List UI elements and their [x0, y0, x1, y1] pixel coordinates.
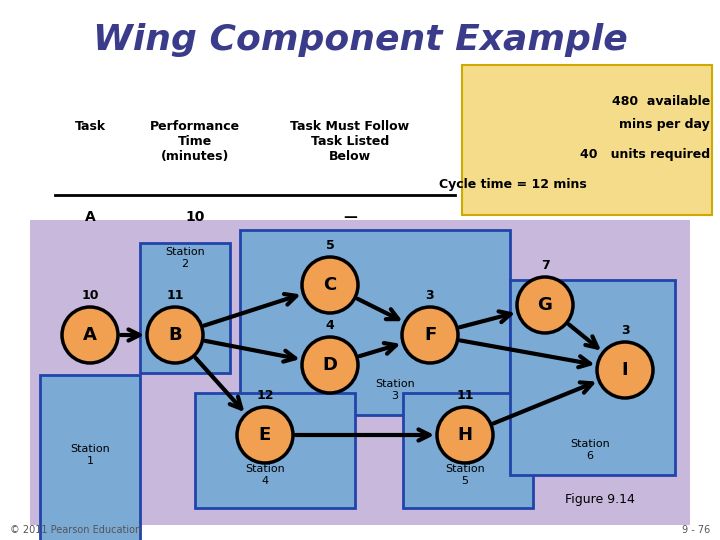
Text: Station
6: Station 6: [570, 439, 610, 461]
Text: 10: 10: [185, 210, 204, 224]
Text: Performance
Time
(minutes): Performance Time (minutes): [150, 120, 240, 163]
Ellipse shape: [237, 407, 293, 463]
Text: Station
3: Station 3: [375, 379, 415, 401]
Text: H: H: [457, 426, 472, 444]
Text: Wing Component Example: Wing Component Example: [93, 23, 627, 57]
Bar: [240, 230, 510, 415]
Ellipse shape: [402, 307, 458, 363]
Text: C: C: [323, 276, 337, 294]
Bar: [30, 220, 690, 525]
Ellipse shape: [437, 407, 493, 463]
Text: —: —: [343, 210, 357, 224]
Ellipse shape: [62, 307, 118, 363]
Text: 40   units required: 40 units required: [580, 148, 710, 161]
Text: 480  available: 480 available: [612, 95, 710, 108]
Bar: [40, 375, 140, 540]
Text: Task Must Follow
Task Listed
Below: Task Must Follow Task Listed Below: [290, 120, 410, 163]
Ellipse shape: [517, 277, 573, 333]
Text: Figure 9.14: Figure 9.14: [565, 494, 635, 507]
Text: Cycle time = 12 mins: Cycle time = 12 mins: [439, 178, 587, 191]
Text: Station
2: Station 2: [165, 247, 205, 269]
Text: A: A: [85, 210, 95, 224]
Bar: [403, 393, 533, 508]
Text: 3: 3: [426, 289, 434, 302]
Text: mins per day: mins per day: [619, 118, 710, 131]
Ellipse shape: [147, 307, 203, 363]
Text: 7: 7: [541, 259, 549, 272]
Bar: [195, 393, 355, 508]
Text: Station
5: Station 5: [445, 464, 485, 486]
Text: F: F: [424, 326, 436, 344]
Text: Station
4: Station 4: [245, 464, 285, 486]
Text: E: E: [259, 426, 271, 444]
Text: Task: Task: [74, 120, 106, 133]
Bar: [462, 65, 712, 215]
Ellipse shape: [597, 342, 653, 398]
Text: 4: 4: [325, 319, 334, 332]
Text: I: I: [621, 361, 629, 379]
Text: 5: 5: [325, 239, 334, 252]
Text: Station
1: Station 1: [70, 444, 110, 466]
Bar: [140, 243, 230, 373]
Text: 9 - 76: 9 - 76: [682, 525, 710, 535]
Ellipse shape: [302, 337, 358, 393]
Text: 10: 10: [81, 289, 99, 302]
Text: 3: 3: [621, 324, 629, 337]
Text: B: B: [168, 326, 182, 344]
Bar: [510, 280, 675, 475]
Text: © 2011 Pearson Education: © 2011 Pearson Education: [10, 525, 141, 535]
Ellipse shape: [302, 257, 358, 313]
Text: G: G: [538, 296, 552, 314]
Text: 11: 11: [166, 289, 184, 302]
Text: 11: 11: [456, 389, 474, 402]
Text: 12: 12: [256, 389, 274, 402]
Text: A: A: [83, 326, 97, 344]
Text: D: D: [323, 356, 338, 374]
